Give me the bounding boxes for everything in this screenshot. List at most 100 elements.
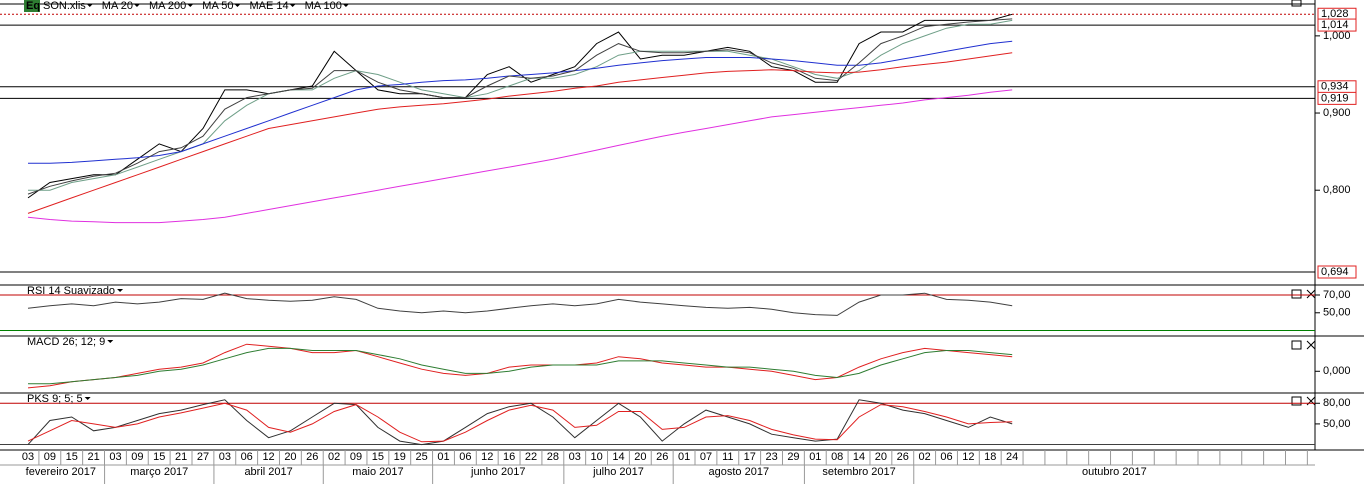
x-tick-label: 03 (109, 451, 121, 463)
x-tick-label: 09 (44, 451, 56, 463)
legend-entry: MA 200 (149, 0, 186, 12)
series-line (27, 402, 1013, 443)
x-tick-label: 20 (284, 451, 296, 463)
x-tick-label: 06 (940, 451, 952, 463)
level-box (1317, 265, 1357, 279)
x-tick-label: 18 (984, 451, 996, 463)
series-icon: Eq (26, 0, 40, 12)
level-box (1317, 91, 1357, 105)
y-tick-label: 0,000 (1323, 365, 1351, 377)
level-label: 0,919 (1321, 92, 1349, 104)
x-tick-label: 03 (22, 451, 34, 463)
dropdown-arrow (234, 4, 241, 7)
x-tick-label: 09 (350, 451, 362, 463)
month-label: abril 2017 (244, 466, 292, 478)
maximize-icon[interactable] (1291, 289, 1302, 299)
y-tick-label: 50,00 (1323, 418, 1351, 430)
month-label: setembro 2017 (822, 466, 895, 478)
x-tick-label: 01 (437, 451, 449, 463)
panel-title: MACD 26; 12; 9 (27, 336, 105, 348)
x-tick-label: 26 (656, 451, 668, 463)
x-tick-label: 17 (744, 451, 756, 463)
level-label: 0,934 (1321, 81, 1349, 93)
x-tick-label: 19 (394, 451, 406, 463)
dropdown-arrow (289, 4, 296, 7)
legend-entry: MA 20 (102, 0, 133, 12)
x-tick-label: 03 (569, 451, 581, 463)
x-tick-label: 12 (962, 451, 974, 463)
series-line (27, 18, 1013, 195)
series-line (28, 40, 1013, 164)
y-tick-label: 70,00 (1323, 289, 1351, 301)
level-label: 0,694 (1321, 266, 1349, 278)
close-icon[interactable] (1306, 340, 1316, 350)
maximize-icon[interactable] (1291, 396, 1302, 406)
x-tick-label: 12 (481, 451, 493, 463)
legend-entry: MA 100 (305, 0, 342, 12)
series-line (28, 347, 1013, 385)
x-tick-label: 21 (175, 451, 187, 463)
x-tick-label: 15 (153, 451, 165, 463)
panel-title: RSI 14 Suavizado (27, 285, 115, 297)
dropdown-arrow (84, 397, 91, 400)
x-tick-label: 24 (1006, 451, 1018, 463)
x-tick-label: 26 (897, 451, 909, 463)
series-line (27, 52, 1013, 214)
x-tick-label: 15 (372, 451, 384, 463)
x-tick-label: 08 (831, 451, 843, 463)
x-tick-label: 26 (306, 451, 318, 463)
x-tick-label: 28 (547, 451, 559, 463)
maximize-icon[interactable] (1291, 0, 1302, 7)
dropdown-arrow (117, 289, 124, 292)
dropdown-arrow (342, 4, 349, 7)
dropdown-arrow (187, 4, 194, 7)
legend-entry: SON.xlis (43, 0, 86, 12)
maximize-icon[interactable] (1291, 340, 1302, 350)
y-tick-label: 1,000 (1323, 30, 1351, 42)
dropdown-arrow (86, 4, 93, 7)
series-line (27, 13, 1013, 199)
month-label: agosto 2017 (709, 466, 770, 478)
x-tick-label: 20 (875, 451, 887, 463)
dropdown-arrow (107, 340, 114, 343)
month-label: outubro 2017 (1082, 466, 1147, 478)
x-tick-label: 12 (262, 451, 274, 463)
level-label: 1,014 (1321, 19, 1349, 31)
y-tick-label: 50,00 (1323, 307, 1351, 319)
series-line (27, 292, 1013, 316)
month-label: fevereiro 2017 (26, 466, 96, 478)
x-tick-label: 16 (503, 451, 515, 463)
x-tick-label: 23 (765, 451, 777, 463)
x-tick-label: 27 (197, 451, 209, 463)
y-tick-label: 0,800 (1323, 184, 1351, 196)
x-tick-label: 02 (919, 451, 931, 463)
month-label: março 2017 (130, 466, 188, 478)
x-tick-label: 25 (416, 451, 428, 463)
x-tick-label: 03 (219, 451, 231, 463)
x-tick-label: 10 (590, 451, 602, 463)
x-tick-label: 22 (525, 451, 537, 463)
x-tick-label: 06 (459, 451, 471, 463)
x-tick-label: 20 (634, 451, 646, 463)
series-line (27, 89, 1013, 224)
x-tick-label: 29 (787, 451, 799, 463)
close-icon[interactable] (1306, 289, 1316, 299)
window-icons[interactable] (1291, 0, 1316, 406)
y-tick-label: 0,900 (1323, 107, 1351, 119)
y-tick-label: 80,00 (1323, 397, 1351, 409)
x-tick-label: 02 (328, 451, 340, 463)
x-tick-label: 11 (722, 451, 733, 463)
dropdown-arrow (133, 4, 140, 7)
x-tick-label: 07 (700, 451, 712, 463)
series-line (27, 343, 1013, 389)
x-tick-label: 15 (66, 451, 78, 463)
series-line (27, 399, 1013, 446)
series-icon-box (24, 0, 40, 12)
x-tick-label: 01 (678, 451, 690, 463)
level-box (1317, 18, 1357, 32)
legend-entry: MAE 14 (249, 0, 288, 12)
month-label: junho 2017 (470, 466, 525, 478)
month-label: maio 2017 (352, 466, 403, 478)
x-tick-label: 09 (131, 451, 143, 463)
